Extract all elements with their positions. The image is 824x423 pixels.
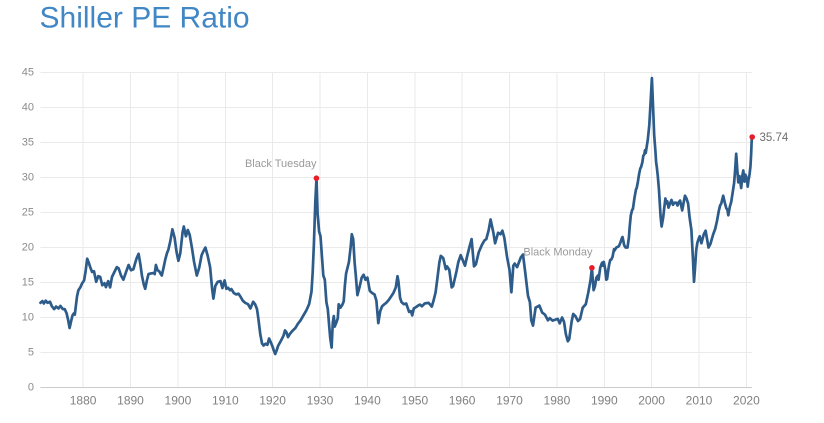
svg-text:Black Tuesday: Black Tuesday [245, 158, 317, 170]
svg-text:1890: 1890 [117, 394, 144, 408]
svg-text:1920: 1920 [259, 394, 286, 408]
svg-text:1910: 1910 [212, 394, 239, 408]
svg-text:1990: 1990 [591, 394, 618, 408]
svg-text:1970: 1970 [496, 394, 523, 408]
svg-text:1880: 1880 [70, 394, 97, 408]
svg-text:1950: 1950 [401, 394, 428, 408]
svg-text:0: 0 [28, 381, 34, 393]
svg-text:1960: 1960 [449, 394, 476, 408]
svg-text:40: 40 [22, 101, 34, 113]
svg-text:2020: 2020 [733, 394, 760, 408]
svg-text:25: 25 [22, 206, 34, 218]
svg-text:45: 45 [22, 66, 34, 78]
svg-text:15: 15 [22, 276, 34, 288]
svg-text:5: 5 [28, 346, 34, 358]
svg-text:1980: 1980 [544, 394, 571, 408]
svg-text:10: 10 [22, 311, 34, 323]
svg-text:35.74: 35.74 [760, 132, 789, 144]
svg-text:2010: 2010 [686, 394, 713, 408]
svg-text:Black Monday: Black Monday [523, 247, 593, 259]
svg-text:1940: 1940 [354, 394, 381, 408]
svg-text:2000: 2000 [638, 394, 665, 408]
svg-text:Shiller PE Ratio: Shiller PE Ratio [40, 2, 250, 35]
svg-text:35: 35 [22, 136, 34, 148]
svg-text:30: 30 [22, 171, 34, 183]
svg-text:1930: 1930 [307, 394, 334, 408]
svg-text:1900: 1900 [165, 394, 192, 408]
svg-text:20: 20 [22, 241, 34, 253]
